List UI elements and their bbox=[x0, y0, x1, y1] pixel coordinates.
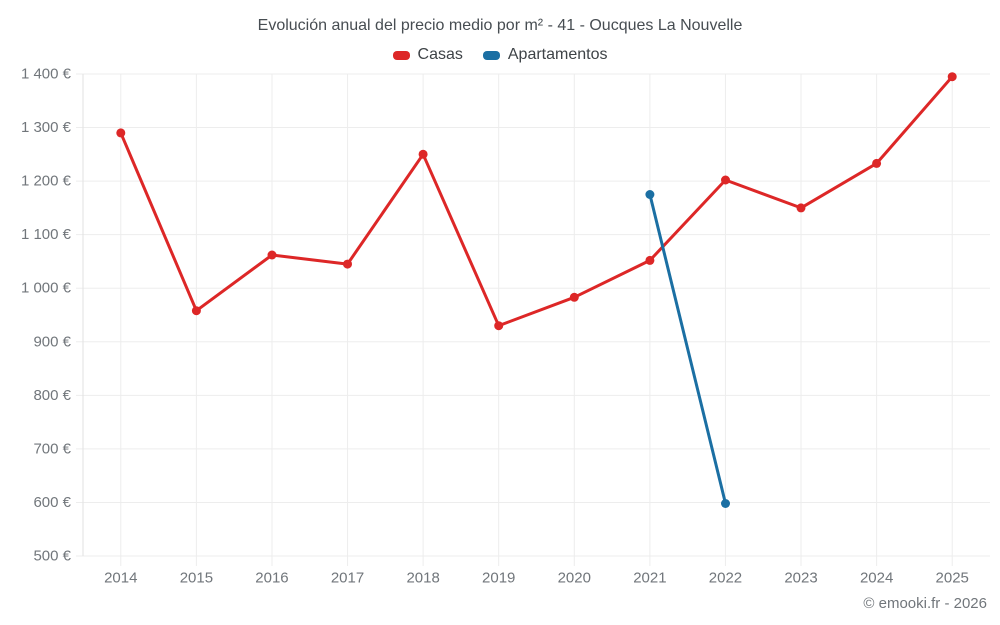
data-point[interactable] bbox=[569, 292, 579, 302]
data-point[interactable] bbox=[343, 259, 352, 269]
series-line-apartamentos bbox=[648, 193, 727, 505]
x-tick-label: 2020 bbox=[558, 570, 591, 587]
data-point[interactable] bbox=[796, 203, 806, 213]
legend-label-casas: Casas bbox=[417, 46, 463, 63]
chart-title: Evolución anual del precio medio por m² … bbox=[257, 17, 743, 34]
x-tick-label: 2024 bbox=[860, 570, 893, 587]
x-tick-label: 2023 bbox=[784, 570, 817, 587]
data-point[interactable] bbox=[947, 72, 957, 82]
x-tick-label: 2022 bbox=[709, 570, 742, 587]
y-tick-label: 500 € bbox=[33, 548, 71, 565]
copyright-watermark: © emooki.fr - 2026 bbox=[863, 595, 987, 612]
legend-item-casas[interactable]: Casas bbox=[392, 46, 463, 64]
data-point[interactable] bbox=[872, 158, 882, 168]
data-point[interactable] bbox=[418, 149, 428, 159]
chart-legend: Casas Apartamentos bbox=[0, 46, 1000, 64]
data-point[interactable] bbox=[645, 255, 655, 265]
data-point[interactable] bbox=[191, 306, 201, 316]
y-tick-label: 1 400 € bbox=[21, 66, 72, 83]
y-tick-label: 900 € bbox=[33, 333, 71, 350]
y-tick-label: 1 200 € bbox=[21, 173, 72, 190]
y-tick-label: 800 € bbox=[33, 387, 71, 404]
x-tick-label: 2021 bbox=[633, 570, 666, 587]
y-tick-label: 1 100 € bbox=[21, 226, 72, 243]
data-point[interactable] bbox=[645, 190, 655, 199]
y-tick-label: 700 € bbox=[33, 440, 71, 457]
x-tick-label: 2015 bbox=[180, 570, 213, 587]
y-tick-label: 600 € bbox=[33, 494, 71, 511]
data-point[interactable] bbox=[116, 128, 126, 138]
legend-label-apartamentos: Apartamentos bbox=[507, 46, 608, 63]
data-point[interactable] bbox=[494, 321, 504, 331]
x-tick-label: 2018 bbox=[406, 570, 439, 587]
data-point[interactable] bbox=[267, 250, 277, 260]
apartamentos-series-swatch-icon bbox=[482, 50, 500, 60]
series-line-casas bbox=[119, 75, 954, 328]
x-tick-label: 2016 bbox=[255, 570, 288, 587]
legend-item-apartamentos[interactable]: Apartamentos bbox=[482, 46, 608, 64]
y-tick-label: 1 300 € bbox=[21, 119, 72, 136]
x-tick-label: 2014 bbox=[104, 570, 137, 587]
x-tick-label: 2017 bbox=[331, 570, 364, 587]
data-point[interactable] bbox=[721, 499, 730, 508]
data-point[interactable] bbox=[721, 175, 730, 185]
y-tick-label: 1 000 € bbox=[21, 280, 72, 297]
x-tick-label: 2025 bbox=[936, 570, 969, 587]
casas-series-swatch-icon bbox=[392, 50, 410, 60]
x-tick-label: 2019 bbox=[482, 570, 515, 587]
